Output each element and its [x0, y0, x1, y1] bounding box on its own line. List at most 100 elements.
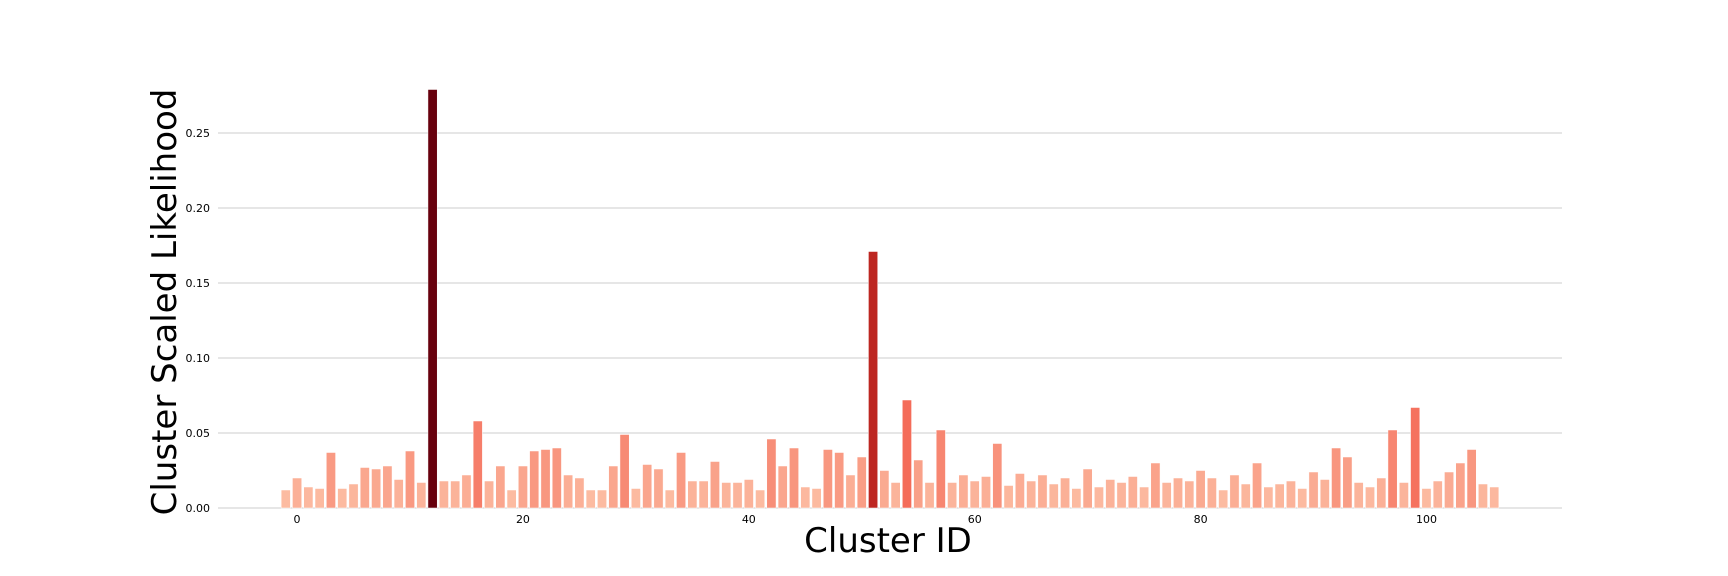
bar — [1297, 488, 1308, 509]
bar — [1319, 479, 1330, 509]
bar — [619, 434, 630, 509]
bar — [1466, 449, 1477, 509]
y-tick-label: 0.05 — [186, 427, 211, 440]
bar — [450, 480, 461, 509]
bar — [439, 480, 449, 509]
bar — [303, 486, 314, 509]
y-tick-label: 0.20 — [186, 202, 211, 215]
bar — [574, 477, 585, 509]
bar — [800, 486, 811, 509]
bar — [1308, 471, 1319, 509]
bar — [337, 488, 348, 509]
bar — [1003, 485, 1014, 509]
bar — [292, 477, 302, 509]
bar — [484, 480, 494, 509]
bar — [427, 89, 438, 509]
bar — [856, 456, 867, 509]
bar — [992, 443, 1003, 509]
y-axis-ticks: 0.00 0.05 0.10 0.15 0.20 0.25 — [186, 127, 211, 515]
bar — [280, 489, 291, 509]
bar — [1274, 483, 1285, 509]
bar — [585, 489, 596, 509]
bar — [687, 480, 698, 509]
bar — [1455, 462, 1466, 509]
bar — [540, 449, 551, 509]
bar — [1421, 488, 1432, 509]
bar — [1331, 447, 1341, 509]
bar — [1105, 479, 1116, 509]
x-tick-label: 80 — [1194, 513, 1208, 526]
bar — [1071, 488, 1082, 509]
bar — [1489, 486, 1500, 509]
bar — [1184, 480, 1195, 509]
bar — [495, 465, 506, 509]
bar — [1150, 462, 1161, 509]
y-tick-label: 0.10 — [186, 352, 211, 365]
bar — [1116, 482, 1127, 509]
bar — [1037, 474, 1048, 509]
x-tick-label: 20 — [516, 513, 530, 526]
bar — [698, 480, 709, 509]
bar — [1252, 462, 1262, 509]
bar — [1432, 480, 1443, 509]
bar — [1444, 471, 1454, 509]
bar — [913, 459, 924, 509]
bar — [1195, 470, 1206, 509]
bar — [631, 488, 641, 509]
y-tick-label: 0.15 — [186, 277, 211, 290]
bar — [924, 482, 935, 509]
bar — [405, 450, 415, 509]
bar — [1376, 477, 1387, 509]
bar-series — [280, 89, 1500, 509]
bar — [551, 447, 562, 509]
y-axis-label: Cluster Scaled Likelihood — [145, 89, 185, 516]
bar — [1161, 482, 1172, 509]
bar — [879, 470, 890, 509]
bar — [766, 438, 777, 509]
bar — [472, 420, 483, 509]
x-tick-label: 100 — [1416, 513, 1437, 526]
bar — [777, 465, 788, 509]
x-tick-label: 40 — [742, 513, 756, 526]
bar — [935, 429, 946, 509]
bar — [1015, 473, 1025, 509]
bar — [563, 474, 573, 509]
x-axis-label: Cluster ID — [804, 521, 972, 561]
bar — [348, 483, 359, 509]
bar — [1286, 480, 1296, 509]
bar — [1060, 477, 1070, 509]
bar — [981, 476, 991, 509]
bar — [721, 482, 732, 509]
y-tick-label: 0.00 — [186, 502, 211, 515]
bar — [1082, 468, 1093, 509]
bar — [461, 474, 472, 509]
bar — [845, 474, 856, 509]
bar — [969, 480, 980, 509]
bar — [1229, 474, 1240, 509]
y-tick-label: 0.25 — [186, 127, 211, 140]
bar — [371, 468, 381, 509]
bar — [811, 488, 822, 509]
bar — [382, 465, 393, 509]
gridlines — [218, 132, 1562, 509]
bar — [393, 479, 404, 509]
bar — [732, 482, 743, 509]
bar — [890, 482, 901, 509]
bar — [710, 461, 720, 509]
bar — [518, 465, 528, 509]
bar — [789, 447, 799, 509]
bar — [359, 467, 370, 509]
bar — [958, 474, 969, 509]
bar — [743, 479, 754, 509]
bar — [1173, 477, 1183, 509]
bar — [608, 465, 619, 509]
bar — [529, 450, 540, 509]
bar — [1048, 483, 1059, 509]
bar — [1387, 429, 1398, 509]
bar — [326, 452, 336, 509]
bar — [1365, 486, 1375, 509]
bar — [902, 399, 912, 509]
bar — [642, 464, 653, 509]
bar — [314, 488, 325, 509]
